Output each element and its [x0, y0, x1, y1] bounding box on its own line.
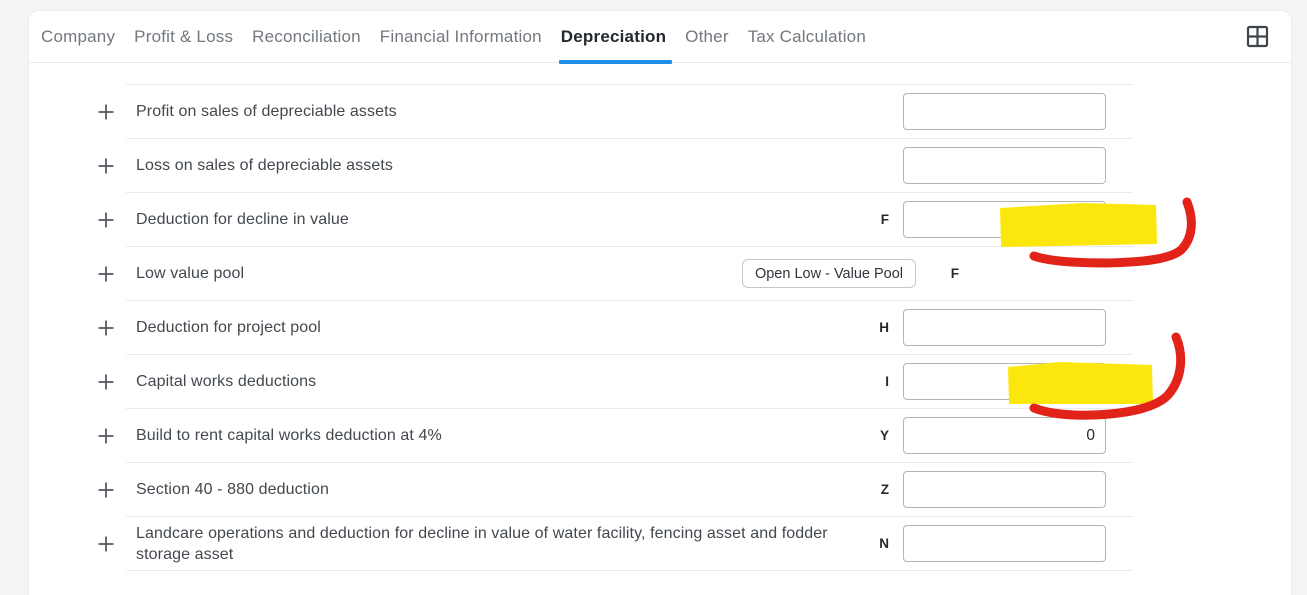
row-capital-works-deductions: Capital works deductions I	[98, 355, 1133, 409]
tab-profit-and-loss[interactable]: Profit & Loss	[134, 11, 233, 63]
capital-works-input[interactable]	[903, 363, 1106, 400]
build-to-rent-input[interactable]	[903, 417, 1106, 454]
tab-company[interactable]: Company	[41, 11, 115, 63]
row-label: Section 40 - 880 deduction	[136, 481, 329, 498]
row-landcare-operations: Landcare operations and deduction for de…	[98, 517, 1133, 571]
row-label: Deduction for decline in value	[136, 211, 349, 228]
plus-icon[interactable]	[94, 532, 118, 556]
profit-on-sales-input[interactable]	[903, 93, 1106, 130]
plus-icon[interactable]	[94, 208, 118, 232]
field-code: Y	[879, 428, 889, 443]
row-label: Build to rent capital works deduction at…	[136, 427, 442, 444]
tab-label: Profit & Loss	[134, 26, 234, 46]
tab-reconciliation[interactable]: Reconciliation	[252, 11, 361, 63]
row-loss-on-sales: Loss on sales of depreciable assets	[98, 139, 1133, 193]
field-code: F	[950, 266, 959, 281]
tab-depreciation[interactable]: Depreciation	[558, 11, 673, 64]
landcare-input[interactable]	[903, 525, 1106, 562]
section-40-880-input[interactable]	[903, 471, 1106, 508]
row-label: Capital works deductions	[136, 373, 317, 390]
row-deduction-project-pool: Deduction for project pool H	[98, 301, 1133, 355]
plus-icon[interactable]	[94, 100, 118, 124]
row-label: Low value pool	[136, 265, 245, 282]
field-code: Z	[880, 482, 889, 497]
plus-icon[interactable]	[94, 424, 118, 448]
tab-label: Company	[41, 26, 116, 46]
active-tab-underline	[558, 59, 673, 64]
row-profit-on-sales: Profit on sales of depreciable assets	[98, 85, 1133, 139]
field-code: N	[879, 536, 889, 551]
plus-icon[interactable]	[94, 154, 118, 178]
row-label: Deduction for project pool	[136, 319, 321, 336]
row-low-value-pool: Low value pool Open Low - Value Pool F	[98, 247, 1133, 301]
open-low-value-pool-button[interactable]: Open Low - Value Pool	[741, 259, 916, 288]
row-deduction-decline-in-value: Deduction for decline in value F	[98, 193, 1133, 247]
tab-label: Financial Information	[379, 26, 542, 46]
grid-view-icon[interactable]	[1243, 23, 1271, 51]
row-section-40-880: Section 40 - 880 deduction Z	[98, 463, 1133, 517]
tab-label: Other	[685, 26, 729, 46]
tab-label: Depreciation	[560, 26, 667, 46]
form-tab-bar: Company Profit & Loss Reconciliation Fin…	[29, 11, 1291, 64]
depreciation-form-card: Company Profit & Loss Reconciliation Fin…	[28, 10, 1292, 595]
field-code: I	[885, 374, 889, 389]
row-build-to-rent: Build to rent capital works deduction at…	[98, 409, 1133, 463]
field-code: H	[879, 320, 889, 335]
plus-icon[interactable]	[94, 262, 118, 286]
loss-on-sales-input[interactable]	[903, 147, 1106, 184]
tab-label: Tax Calculation	[747, 26, 866, 46]
row-label: Profit on sales of depreciable assets	[136, 103, 397, 120]
field-code: F	[880, 212, 889, 227]
tab-label: Reconciliation	[252, 26, 361, 46]
plus-icon[interactable]	[94, 316, 118, 340]
project-pool-input[interactable]	[903, 309, 1106, 346]
plus-icon[interactable]	[94, 478, 118, 502]
row-label: Loss on sales of depreciable assets	[136, 157, 393, 174]
plus-icon[interactable]	[94, 370, 118, 394]
row-label: Landcare operations and deduction for de…	[136, 524, 828, 563]
depreciation-field-list: Profit on sales of depreciable assets Lo…	[98, 84, 1133, 571]
decline-in-value-input[interactable]	[903, 201, 1106, 238]
tab-other[interactable]: Other	[685, 11, 729, 63]
tab-tax-calculation[interactable]: Tax Calculation	[748, 11, 866, 63]
tab-financial-information[interactable]: Financial Information	[380, 11, 542, 63]
